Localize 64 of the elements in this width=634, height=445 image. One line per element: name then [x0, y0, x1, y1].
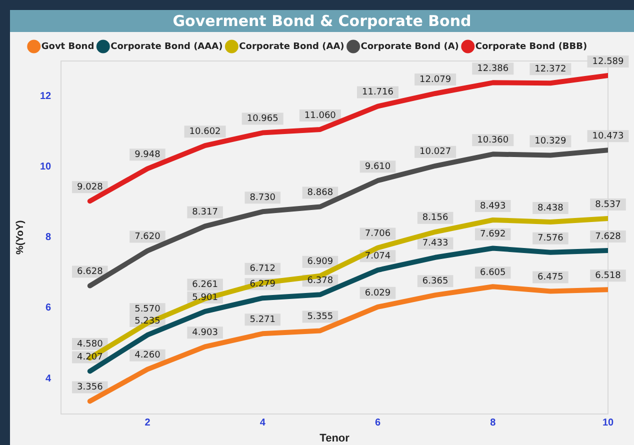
- data-label: 7.692: [480, 230, 506, 240]
- y-axis-title: %(YoY): [14, 220, 26, 255]
- data-label: 12.372: [534, 64, 566, 74]
- data-label: 12.589: [592, 56, 624, 67]
- x-tick-label: 6: [374, 418, 381, 429]
- chart-title: Goverment Bond & Corporate Bond: [10, 10, 634, 32]
- data-label: 11.060: [304, 110, 336, 121]
- data-label: 7.620: [134, 232, 161, 242]
- data-label: 8.438: [538, 203, 564, 214]
- data-label: 6.605: [480, 268, 506, 278]
- data-label: 5.271: [250, 315, 276, 326]
- data-label: 8.317: [192, 208, 218, 218]
- data-label: 10.602: [189, 126, 221, 137]
- x-tick-label: 10: [602, 418, 614, 429]
- data-label: 9.948: [134, 150, 161, 160]
- data-label: 6.628: [77, 267, 104, 278]
- data-label: 10.027: [420, 147, 452, 158]
- data-label: 7.433: [422, 238, 448, 249]
- data-label: 11.716: [362, 88, 394, 98]
- data-label: 6.712: [250, 264, 276, 274]
- y-tick-label: 10: [40, 162, 52, 173]
- data-label: 6.029: [364, 288, 391, 298]
- data-label: 4.580: [77, 339, 104, 350]
- data-label: 9.610: [364, 162, 391, 172]
- y-tick-label: 6: [46, 302, 52, 314]
- x-tick-label: 4: [260, 418, 266, 429]
- x-axis-title: Tenor: [320, 432, 350, 444]
- data-label: 12.386: [477, 64, 509, 74]
- y-tick-label: 4: [46, 373, 52, 384]
- data-label: 10.329: [534, 136, 566, 147]
- legend-label: Govt Bond: [41, 42, 94, 52]
- legend-label: Corporate Bond (A): [360, 42, 459, 52]
- data-label: 10.473: [592, 131, 624, 142]
- y-tick-label: 8: [46, 232, 52, 244]
- data-label: 10.965: [246, 114, 278, 124]
- data-label: 5.355: [307, 312, 334, 322]
- data-label: 8.537: [595, 200, 621, 210]
- data-label: 9.028: [77, 182, 104, 192]
- data-label: 8.493: [480, 201, 506, 212]
- data-label: 7.706: [364, 229, 391, 240]
- data-label: 8.868: [307, 188, 334, 198]
- y-tick-label: 12: [40, 91, 52, 102]
- data-label: 6.518: [595, 271, 622, 282]
- data-label: 3.356: [77, 382, 104, 393]
- legend-label: Corporate Bond (BBB): [475, 42, 588, 52]
- data-label: 5.570: [134, 304, 161, 314]
- data-label: 12.079: [420, 74, 452, 85]
- data-label: 10.360: [477, 135, 509, 146]
- data-label: 8.156: [422, 213, 448, 224]
- data-label: 7.576: [538, 234, 564, 244]
- data-label: 6.909: [307, 257, 334, 268]
- data-label: 7.074: [364, 251, 391, 262]
- data-label: 6.365: [422, 276, 448, 286]
- data-label: 6.475: [538, 272, 564, 283]
- data-label: 4.903: [192, 328, 218, 338]
- data-label: 4.260: [134, 350, 161, 361]
- data-label: 6.261: [192, 280, 218, 290]
- legend-label: Corporate Bond (AA): [239, 42, 344, 52]
- x-tick-label: 8: [490, 418, 496, 429]
- data-label: 8.730: [250, 192, 276, 203]
- legend-label: Corporate Bond (AAA): [110, 42, 223, 52]
- data-label: 6.378: [307, 276, 334, 286]
- data-label: 7.628: [595, 232, 622, 242]
- x-tick-label: 2: [144, 418, 151, 429]
